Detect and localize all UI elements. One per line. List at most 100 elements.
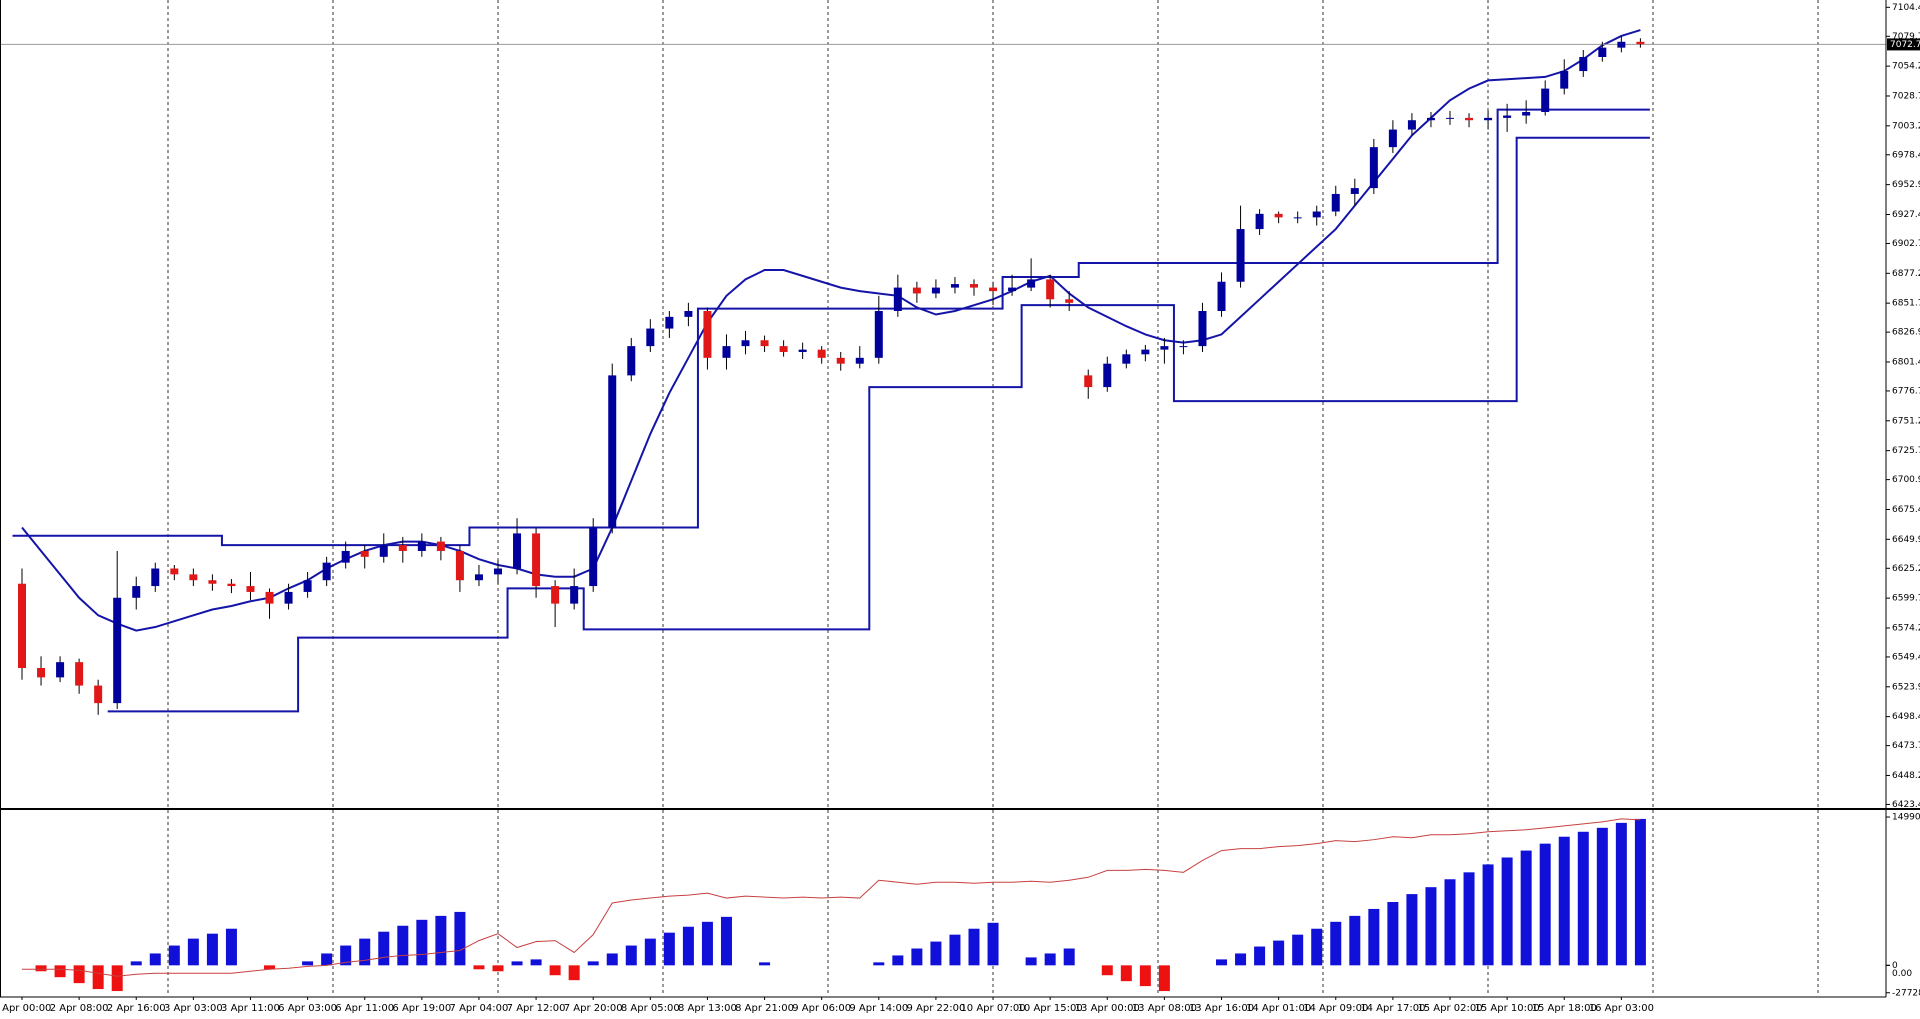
candle-body [1084, 375, 1093, 388]
candle-body [246, 586, 255, 592]
x-tick-label: 14 Apr 17:00 [1360, 1003, 1425, 1014]
histogram-bar [435, 915, 447, 966]
histogram-bar [73, 965, 85, 984]
histogram-bar [206, 933, 218, 966]
candle-body [684, 311, 693, 317]
y-tick-label: 6902.70 [1892, 239, 1920, 249]
candle-body [322, 562, 331, 581]
y-tick-label: 6801.45 [1892, 357, 1920, 367]
candle-body [1503, 115, 1512, 118]
candle-body [836, 357, 845, 364]
candle-body [551, 586, 560, 604]
histogram-bar [587, 961, 599, 966]
candle-body [379, 545, 388, 557]
candle-body [1522, 112, 1531, 116]
candle-body [436, 541, 445, 551]
y-tick-label: 6549.45 [1892, 652, 1920, 662]
histogram-bar [492, 965, 504, 972]
candle-body [646, 328, 655, 347]
histogram-bar [644, 938, 656, 966]
candle-body [1579, 57, 1588, 72]
candle-body [494, 568, 502, 575]
histogram-bar [1596, 827, 1608, 966]
histogram-bar [1634, 818, 1646, 966]
candle-body [627, 346, 636, 376]
histogram-bar [1425, 887, 1437, 966]
histogram-bar [378, 931, 390, 966]
histogram-bar [1349, 915, 1361, 966]
candle-body [227, 583, 236, 587]
histogram-bar [1406, 894, 1418, 966]
y-tick-label: 6700.95 [1892, 475, 1920, 485]
histogram-bar [911, 948, 923, 966]
candle-body [608, 375, 617, 528]
histogram-bar [759, 962, 771, 966]
histogram-bar [873, 962, 885, 966]
candle-body [341, 550, 350, 563]
candle-body [589, 527, 598, 587]
candle-body [151, 568, 160, 587]
candle-body [56, 662, 65, 678]
indicator-y-tick-label: 0 [1892, 961, 1898, 971]
histogram-bar [1330, 921, 1342, 966]
histogram-bar [892, 955, 904, 966]
y-tick-label: 6826.95 [1892, 328, 1920, 338]
histogram-bar [1139, 965, 1151, 987]
histogram-bar [1520, 850, 1532, 966]
histogram-bar [1387, 902, 1399, 966]
channel-line [12, 108, 1650, 547]
candle-body [1027, 279, 1036, 288]
histogram-bar [1615, 822, 1627, 966]
candle-body [532, 533, 541, 587]
candle-body [265, 591, 274, 604]
x-tick-label: 7 Apr 20:00 [564, 1003, 623, 1014]
histogram-bar [1273, 940, 1285, 966]
histogram-bar [168, 945, 180, 966]
indicator-line [22, 818, 1641, 977]
last-price-box [1887, 38, 1920, 51]
candle-body [893, 287, 902, 312]
histogram-bar [625, 945, 637, 966]
candle-body [398, 545, 407, 551]
candle-body [703, 311, 712, 358]
y-tick-label: 6423.45 [1892, 800, 1920, 810]
candle-body [1103, 363, 1112, 388]
y-tick-label: 7079.70 [1892, 32, 1920, 42]
histogram-bar [1558, 836, 1570, 966]
candle-body [722, 346, 731, 358]
histogram-bar [1539, 843, 1551, 966]
candle-body [1008, 287, 1017, 292]
histogram-bar [549, 965, 561, 976]
y-tick-label: 6675.45 [1892, 505, 1920, 515]
histogram-bar [1120, 965, 1132, 982]
histogram-bar [1158, 965, 1170, 992]
candle-body [970, 284, 978, 288]
candle-body [1426, 117, 1435, 121]
histogram-bar [1368, 908, 1380, 966]
x-tick-label: 3 Apr 03:00 [164, 1003, 223, 1014]
candle-body [760, 340, 769, 347]
candle-body [1217, 281, 1226, 312]
candle-body [1350, 188, 1359, 194]
candle-body [113, 597, 122, 704]
x-tick-label: 8 Apr 05:00 [621, 1003, 680, 1014]
candle-body [1160, 346, 1169, 350]
x-tick-label: 2 Apr 16:00 [107, 1003, 166, 1014]
x-tick-label: 14 Apr 01:00 [1246, 1003, 1311, 1014]
y-tick-label: 6574.20 [1892, 623, 1920, 633]
candle-body [1312, 211, 1321, 218]
histogram-bar [511, 961, 523, 966]
histogram-bar [682, 926, 694, 966]
histogram-bar [1254, 946, 1266, 966]
x-tick-label: 9 Apr 06:00 [792, 1003, 851, 1014]
histogram-bar [606, 953, 618, 966]
x-tick-label: 8 Apr 13:00 [678, 1003, 737, 1014]
candle-body [989, 287, 998, 292]
y-tick-label: 6498.45 [1892, 712, 1920, 722]
histogram-bar [111, 965, 123, 992]
candle-body [1598, 47, 1607, 58]
y-tick-label: 7028.70 [1892, 91, 1920, 101]
y-tick-label: 6523.95 [1892, 682, 1920, 692]
x-tick-label: 10 Apr 15:00 [1018, 1003, 1083, 1014]
